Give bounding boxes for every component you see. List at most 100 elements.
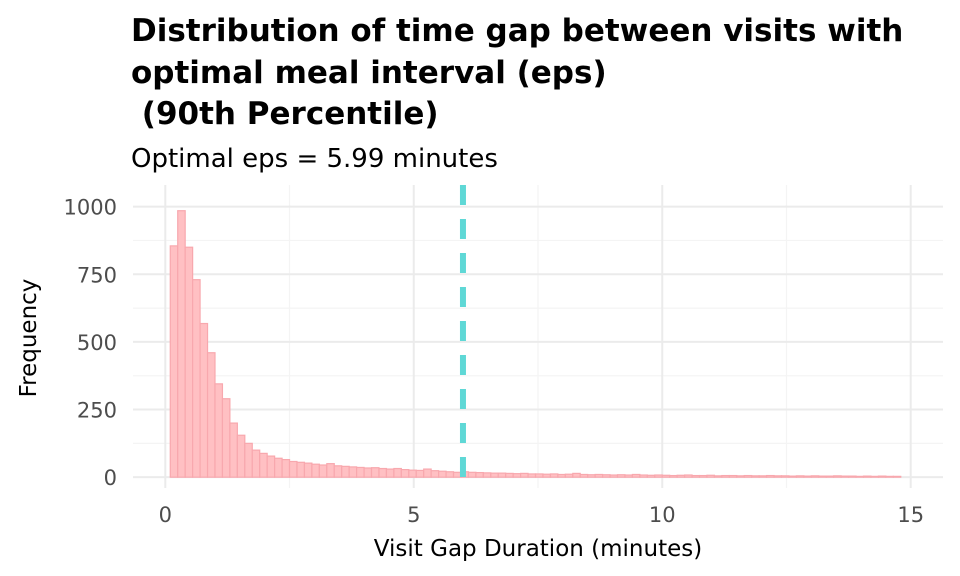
histogram-bar	[691, 474, 701, 478]
histogram-bar	[892, 475, 902, 478]
histogram-bar	[318, 464, 328, 478]
histogram-bar	[877, 475, 887, 478]
histogram-bar	[840, 475, 850, 478]
histogram-bar	[855, 475, 865, 478]
histogram-bar	[296, 461, 306, 478]
histogram-bar	[214, 383, 224, 478]
histogram-bar	[564, 473, 574, 478]
histogram-bar	[534, 473, 544, 478]
histogram-bar	[549, 473, 559, 478]
histogram-bar	[430, 470, 440, 478]
histogram-bar	[356, 466, 365, 478]
histogram-bar	[303, 462, 313, 478]
histogram-bar	[713, 475, 723, 478]
y-axis-title: Frequency	[16, 279, 42, 398]
histogram-bar	[281, 458, 291, 478]
histogram-bar	[370, 467, 380, 478]
histogram-bar	[862, 475, 872, 478]
histogram-bar	[169, 245, 179, 478]
y-tick-label: 1000	[64, 196, 117, 220]
histogram-bar	[236, 434, 246, 478]
histogram-bar	[885, 475, 894, 478]
histogram-bar	[765, 474, 775, 478]
x-tick-label: 10	[649, 503, 676, 527]
histogram-bar	[288, 460, 298, 478]
histogram-bar	[654, 474, 663, 478]
histogram-bar	[587, 474, 596, 478]
histogram-bar	[609, 474, 619, 478]
histogram-bar	[497, 472, 507, 478]
histogram-bar	[818, 475, 827, 478]
histogram-bar	[311, 463, 320, 478]
histogram-bar	[795, 475, 805, 478]
histogram-bar	[661, 474, 671, 478]
histogram-bar	[251, 449, 261, 478]
histogram-bar	[602, 474, 611, 478]
histogram-bar	[341, 465, 350, 478]
histogram-bar	[408, 469, 417, 478]
histogram-bar	[669, 474, 678, 478]
histogram-bar	[505, 472, 514, 478]
x-axis-ticks: 0 5 10 15	[159, 503, 924, 527]
histogram-bar	[274, 457, 283, 478]
histogram-bar	[721, 474, 730, 478]
histogram-bar	[572, 472, 581, 478]
histogram-bar	[833, 475, 842, 478]
y-tick-label: 250	[77, 399, 117, 423]
histogram-bar	[616, 474, 626, 478]
x-tick-label: 0	[159, 503, 172, 527]
chart-title-line-3: (90th Percentile)	[131, 96, 439, 132]
histogram-bar	[229, 422, 238, 478]
chart-title-line-1: Distribution of time gap between visits …	[131, 13, 903, 49]
chart-subtitle: Optimal eps = 5.99 minutes	[131, 144, 498, 174]
histogram-bar	[594, 473, 604, 478]
histogram-bar	[184, 246, 194, 478]
histogram-bar	[400, 469, 410, 478]
histogram-bar	[192, 279, 201, 478]
histogram-bar	[847, 475, 857, 478]
x-tick-label: 15	[897, 503, 924, 527]
histogram-bar	[445, 471, 455, 478]
histogram-bar	[333, 465, 343, 478]
histogram-bar	[683, 474, 693, 478]
histogram-bar	[206, 352, 216, 478]
histogram-bar	[810, 475, 820, 478]
histogram-bar	[266, 455, 276, 478]
histogram-bar	[475, 471, 484, 478]
histogram-bar	[780, 475, 790, 478]
y-axis-ticks: 0 250 500 750 1000	[64, 196, 117, 491]
y-tick-label: 750	[77, 263, 117, 287]
histogram-bar	[423, 468, 432, 478]
histogram-bar	[751, 475, 760, 478]
histogram-bar	[736, 475, 745, 478]
x-axis-title: Visit Gap Duration (minutes)	[374, 536, 702, 562]
histogram-bar	[199, 322, 209, 478]
histogram-bar	[870, 475, 879, 478]
histogram-bar	[482, 472, 492, 478]
histogram-bar	[385, 468, 395, 478]
histogram-bar	[259, 452, 268, 478]
histogram-bar	[393, 467, 402, 478]
histogram-bar	[698, 474, 708, 478]
histogram-bar	[221, 398, 231, 478]
histogram-bar	[348, 466, 358, 478]
histogram-bar	[467, 471, 477, 478]
histogram-bar	[676, 474, 686, 478]
histogram-bar	[579, 473, 589, 478]
y-tick-label: 0	[104, 466, 117, 490]
histogram-bar	[490, 472, 499, 478]
histogram-bar	[438, 470, 447, 478]
histogram-bar	[363, 467, 373, 478]
histogram-bar	[177, 210, 186, 478]
histogram-bar	[743, 474, 753, 478]
histogram-bar	[728, 474, 738, 478]
minor-gridlines	[133, 185, 943, 488]
histogram-bar	[788, 475, 798, 478]
histogram-bar	[557, 473, 566, 478]
chart-title-line-2: optimal meal interval (eps)	[131, 55, 607, 91]
histogram-bar	[326, 463, 335, 478]
histogram-bar	[244, 442, 253, 478]
histogram-bar	[624, 474, 634, 478]
histogram-bar	[520, 472, 529, 478]
x-tick-label: 5	[407, 503, 420, 527]
